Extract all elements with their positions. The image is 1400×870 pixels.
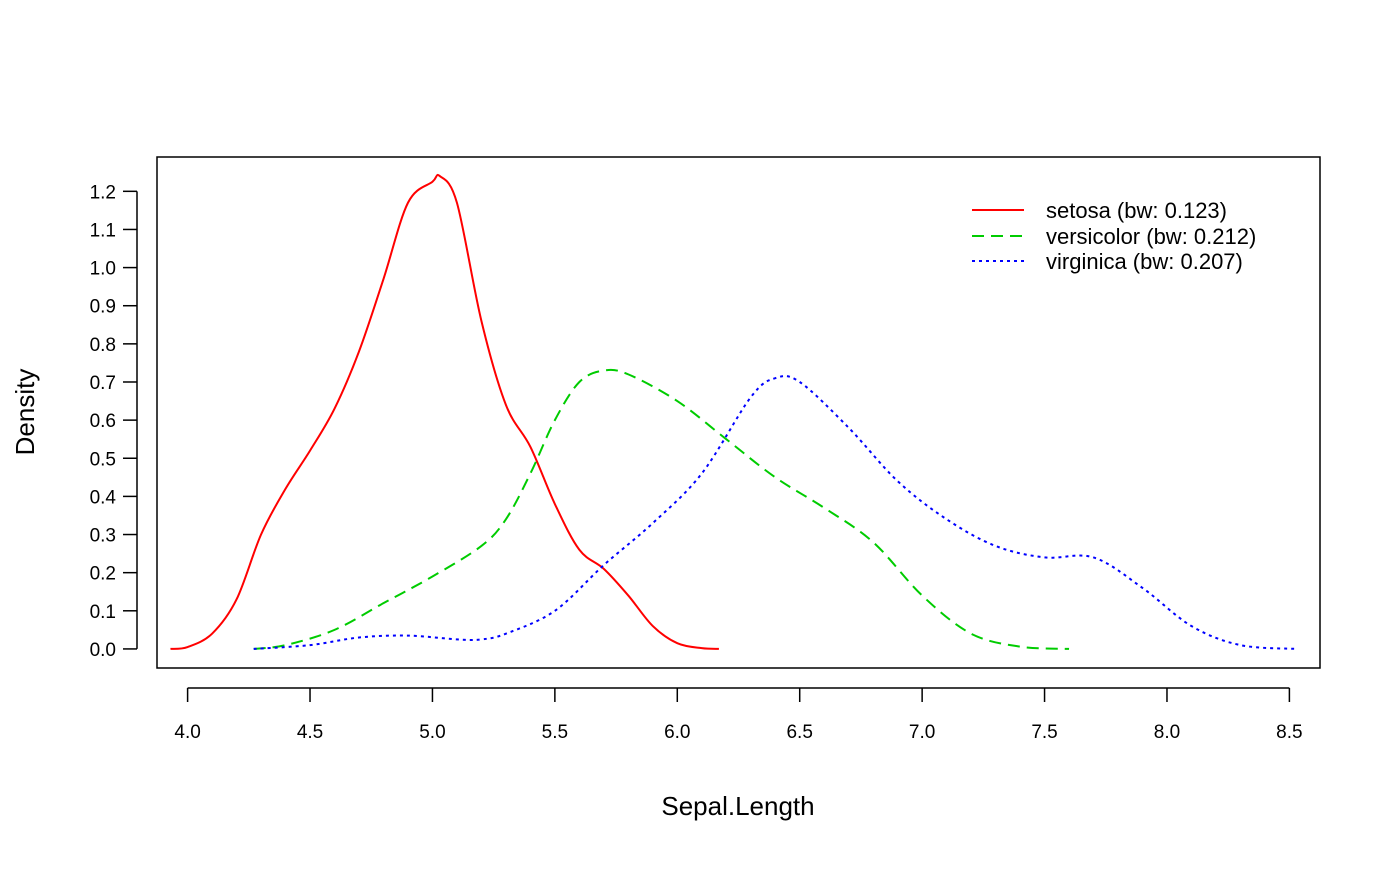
y-tick-label: 0.6 [90,411,116,432]
series-line-versicolor [253,368,1070,650]
legend-label-virginica: virginica (bw: 0.207) [1046,249,1243,274]
y-tick-label: 1.0 [90,259,116,280]
legend: setosa (bw: 0.123) versicolor (bw: 0.212… [972,198,1256,274]
x-tick-label: 6.0 [664,722,690,743]
y-tick-label: 0.2 [90,564,116,585]
series-line-setosa [170,173,719,650]
x-tick-label: 7.5 [1031,722,1057,743]
y-tick-label: 0.4 [90,487,117,508]
series-layer [170,173,1297,650]
x-tick-label: 8.0 [1154,722,1180,743]
x-tick-label: 5.5 [542,722,568,743]
y-tick-label: 1.2 [90,182,116,203]
y-tick-label: 0.1 [90,602,116,623]
x-tick-label: 4.5 [297,722,323,743]
series-line-virginica [253,375,1297,650]
x-tick-label: 6.5 [786,722,812,743]
y-tick-label: 0.5 [90,449,116,470]
legend-label-versicolor: versicolor (bw: 0.212) [1046,224,1256,249]
y-tick-label: 0.8 [90,335,116,356]
x-tick-label: 5.0 [419,722,445,743]
y-axis-title: Density [10,369,40,456]
plot-frame [156,156,1321,669]
y-tick-label: 1.1 [90,220,116,241]
y-tick-label: 0.0 [90,640,116,661]
y-tick-label: 0.3 [90,526,116,547]
y-tick-label: 0.9 [90,297,116,318]
x-tick-label: 7.0 [909,722,935,743]
x-tick-label: 8.5 [1276,722,1302,743]
x-tick-label: 4.0 [174,722,200,743]
legend-label-setosa: setosa (bw: 0.123) [1046,198,1227,223]
x-axis-title: Sepal.Length [661,791,814,821]
y-tick-label: 0.7 [90,373,116,394]
y-axis: 0.0 0.1 0.2 0.3 0.4 0.5 0.6 0.7 0.8 0.9 1.0 1.1 1.2 [90,182,138,661]
x-axis: 4.0 4.5 5.0 5.5 6.0 6.5 7.0 7.5 8.0 8.5 [174,687,1303,743]
